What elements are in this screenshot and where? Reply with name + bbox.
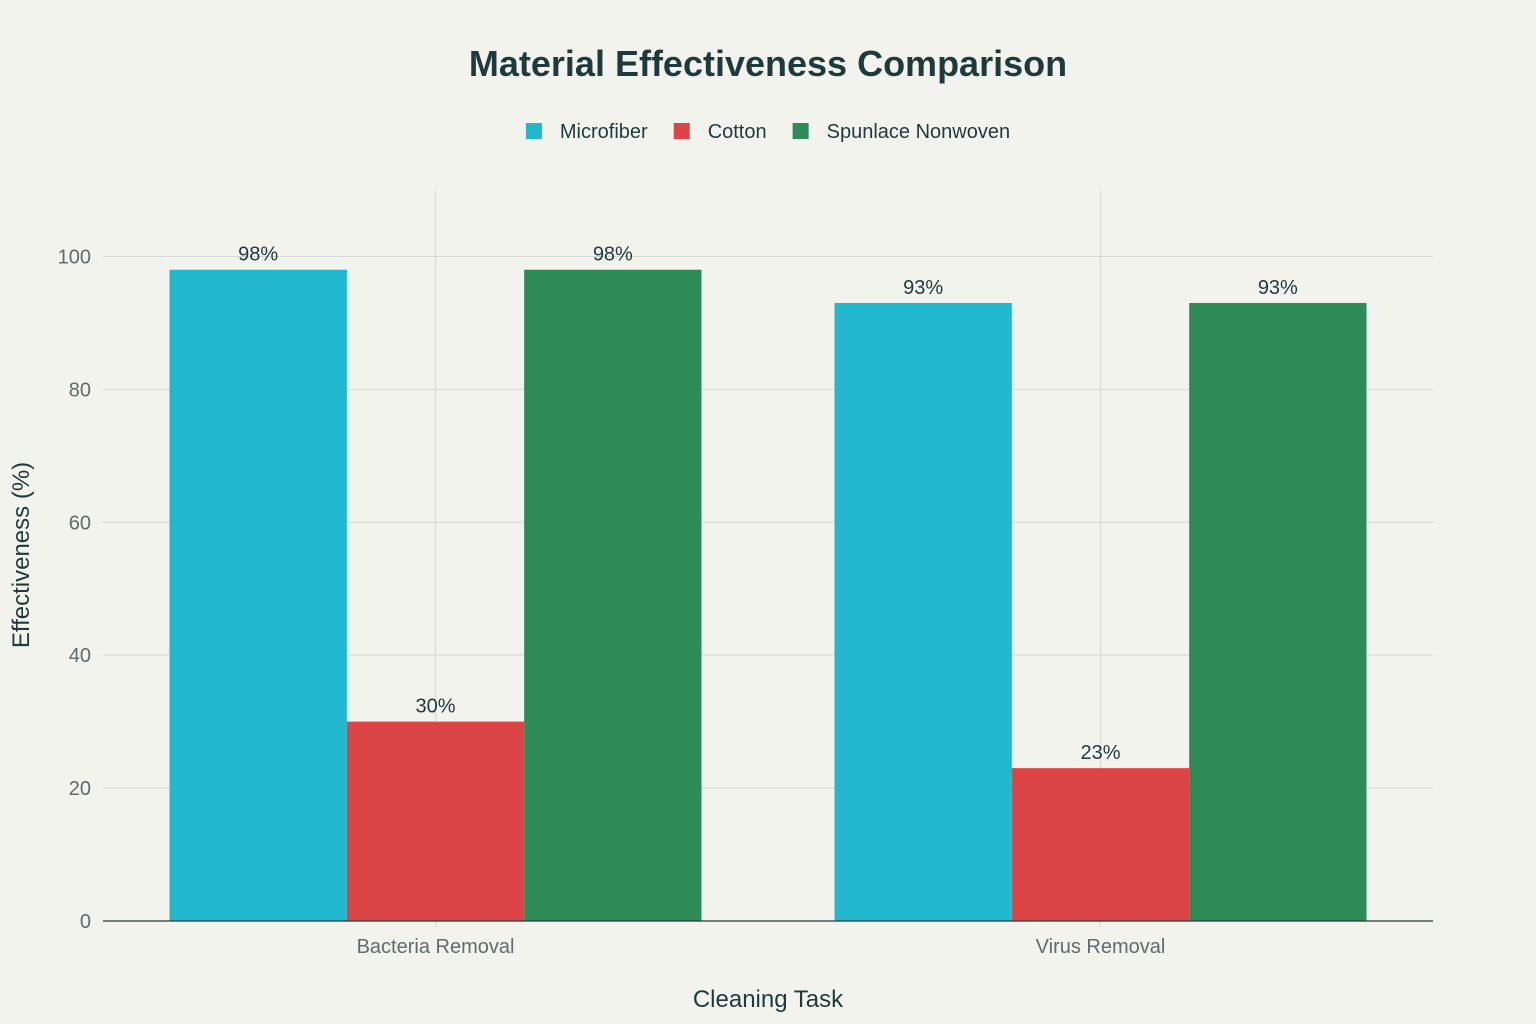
x-tick-label: Bacteria Removal (357, 936, 515, 958)
y-tick-label: 60 (69, 512, 91, 534)
legend-label: Cotton (708, 121, 767, 143)
bar-cotton (346, 721, 525, 921)
bars (169, 269, 1367, 921)
legend-swatch (792, 123, 809, 139)
bar-value-label: 30% (415, 696, 455, 718)
bar-microfiber (169, 269, 347, 921)
bar-spunlace-nonwoven (1189, 302, 1367, 921)
bar-value-label: 98% (238, 244, 278, 266)
legend-label: Spunlace Nonwoven (827, 121, 1010, 143)
bar-value-label: 23% (1080, 742, 1120, 764)
legend-swatch (525, 123, 542, 139)
y-tick-label: 100 (58, 246, 91, 268)
x-axis-title: Cleaning Task (693, 986, 844, 1013)
x-tick-label: Virus Removal (1036, 936, 1166, 958)
y-axis-title: Effectiveness (%) (8, 462, 35, 648)
bar-value-label: 93% (1258, 277, 1298, 299)
bar-spunlace-nonwoven (524, 269, 702, 921)
y-tick-label: 20 (69, 778, 91, 800)
bar-value-label: 98% (593, 244, 633, 266)
bar-microfiber (834, 302, 1012, 921)
data-labels: 98% 30% 98% 93% 23% 93% (238, 244, 1298, 764)
bar-value-label: 93% (903, 277, 943, 299)
y-tick-label: 80 (69, 379, 91, 401)
bar-cotton (1011, 768, 1190, 921)
y-tick-label: 0 (80, 911, 91, 933)
y-tick-label: 40 (69, 645, 91, 667)
axes: 0 20 40 60 80 100 Bacteria Removal Virus Remova… (58, 246, 1433, 958)
chart-title: Material Effectiveness Comparison (469, 43, 1067, 84)
legend-swatch (673, 123, 690, 139)
legend-label: Microfiber (560, 121, 648, 143)
legend: Microfiber Cotton Spunlace Nonwoven (525, 121, 1010, 143)
